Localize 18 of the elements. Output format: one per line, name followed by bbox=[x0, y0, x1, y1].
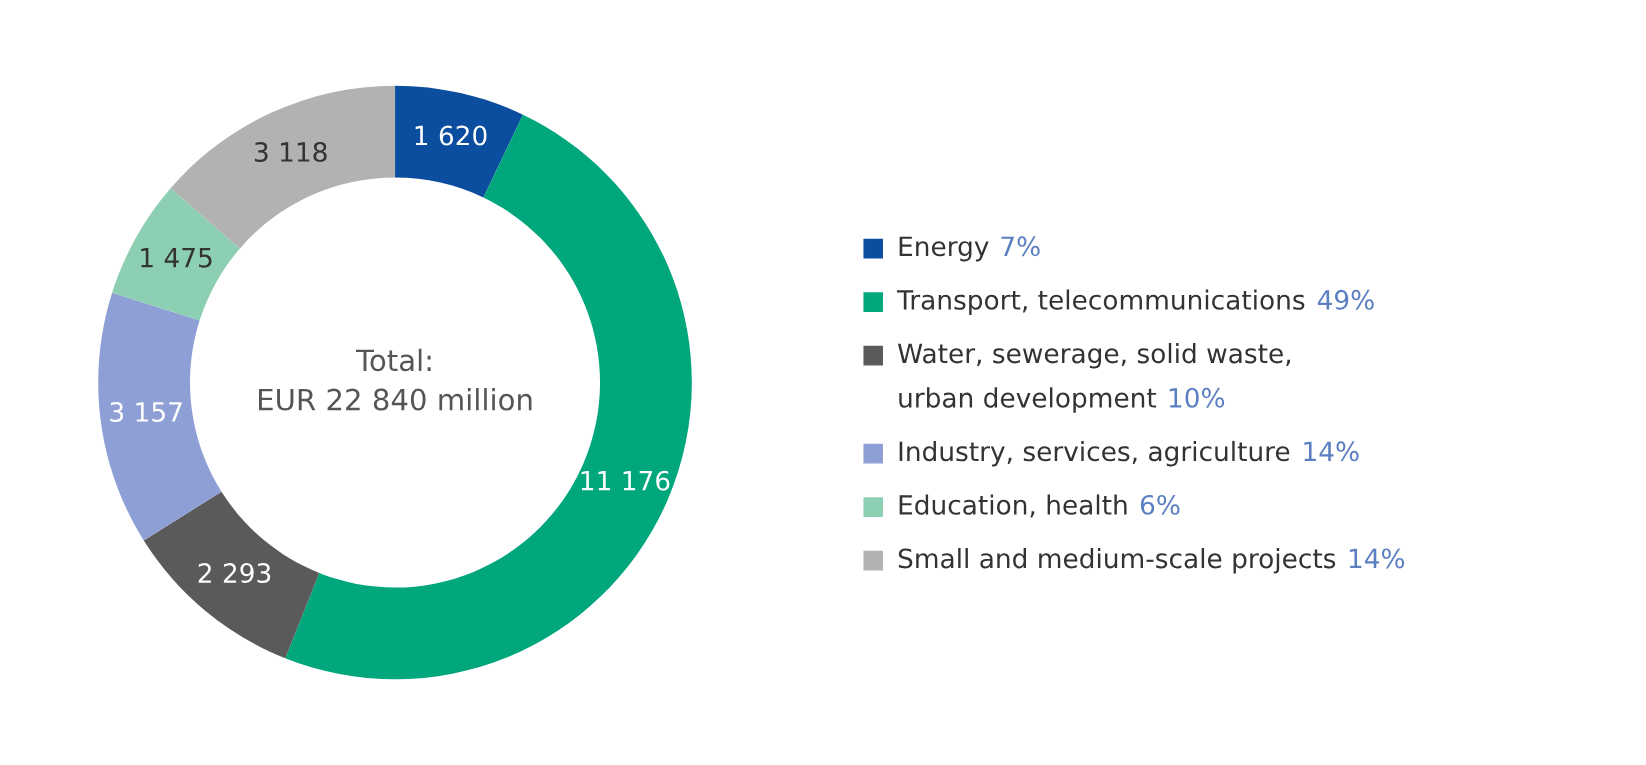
data-label: 2 293 bbox=[198, 563, 271, 584]
data-label: 11 176 bbox=[581, 470, 670, 491]
donut-slice bbox=[98, 292, 222, 541]
legend-label: Water, sewerage, solid waste, urban development 10% bbox=[897, 342, 1291, 413]
donut-slice bbox=[143, 491, 320, 659]
legend-label: Industry, services, agriculture 14% bbox=[899, 440, 1359, 467]
data-label: 1 475 bbox=[141, 248, 212, 268]
text: Total: EUR 22 840 million bbox=[259, 348, 532, 411]
legend-label: Education, health 6% bbox=[899, 494, 1180, 518]
donut-slice bbox=[170, 85, 396, 249]
data-label: 3 118 bbox=[254, 142, 327, 162]
data-label: 1 620 bbox=[415, 125, 487, 146]
donut-slice bbox=[112, 188, 240, 321]
legend-label: Transport, telecommunications 49% bbox=[896, 289, 1374, 315]
donut-slice bbox=[395, 85, 523, 198]
data-label: 3 157 bbox=[110, 401, 182, 422]
legend-label: Energy 7% bbox=[899, 236, 1040, 262]
legend-label: Small and medium-scale projects 14% bbox=[898, 547, 1405, 574]
